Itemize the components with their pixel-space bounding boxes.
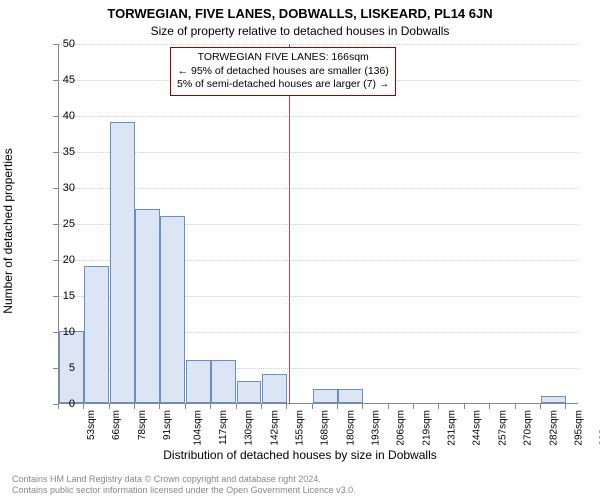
histogram-bar xyxy=(338,389,363,403)
x-tick-label: 66sqm xyxy=(111,410,122,440)
x-tick-label: 78sqm xyxy=(137,410,148,440)
x-tick-mark xyxy=(210,404,211,409)
x-tick-mark xyxy=(540,404,541,409)
x-tick-label: 219sqm xyxy=(421,410,432,446)
footer-attribution: Contains HM Land Registry data © Crown c… xyxy=(12,474,356,496)
y-axis-label-text: Number of detached properties xyxy=(1,148,15,313)
chart-plot-area xyxy=(58,44,578,404)
y-tick-label: 35 xyxy=(45,146,75,158)
histogram-bar xyxy=(160,216,185,403)
footer-line2: Contains public sector information licen… xyxy=(12,485,356,496)
x-tick-mark xyxy=(438,404,439,409)
x-tick-label: 193sqm xyxy=(371,410,382,446)
y-tick-mark xyxy=(53,332,58,333)
y-tick-mark xyxy=(53,260,58,261)
x-tick-mark xyxy=(362,404,363,409)
chart-title-main: TORWEGIAN, FIVE LANES, DOBWALLS, LISKEAR… xyxy=(0,6,600,21)
histogram-bar xyxy=(237,381,262,403)
x-tick-label: 142sqm xyxy=(269,410,280,446)
y-tick-label: 45 xyxy=(45,74,75,86)
y-tick-mark xyxy=(53,224,58,225)
y-tick-label: 30 xyxy=(45,182,75,194)
histogram-bar xyxy=(110,122,135,403)
x-tick-mark xyxy=(413,404,414,409)
y-tick-label: 0 xyxy=(45,398,75,410)
y-axis-label: Number of detached properties xyxy=(1,66,15,231)
x-tick-mark xyxy=(464,404,465,409)
histogram-bar xyxy=(541,396,566,403)
histogram-bar xyxy=(262,374,287,403)
x-tick-mark xyxy=(388,404,389,409)
reference-marker-line xyxy=(289,44,290,404)
x-tick-mark xyxy=(312,404,313,409)
x-tick-label: 257sqm xyxy=(497,410,508,446)
y-tick-label: 25 xyxy=(45,218,75,230)
footer-line1: Contains HM Land Registry data © Crown c… xyxy=(12,474,356,485)
x-axis-label: Distribution of detached houses by size … xyxy=(0,448,600,462)
x-tick-mark xyxy=(185,404,186,409)
chart-title-sub: Size of property relative to detached ho… xyxy=(0,24,600,38)
x-tick-mark xyxy=(489,404,490,409)
x-tick-mark xyxy=(236,404,237,409)
x-tick-label: 168sqm xyxy=(320,410,331,446)
x-tick-mark xyxy=(58,404,59,409)
x-tick-label: 130sqm xyxy=(244,410,255,446)
x-tick-label: 206sqm xyxy=(396,410,407,446)
y-tick-label: 5 xyxy=(45,362,75,374)
y-tick-mark xyxy=(53,152,58,153)
x-tick-label: 91sqm xyxy=(162,410,173,440)
histogram-bar xyxy=(211,360,236,403)
x-tick-label: 155sqm xyxy=(295,410,306,446)
x-tick-mark xyxy=(286,404,287,409)
y-tick-mark xyxy=(53,188,58,189)
x-tick-label: 282sqm xyxy=(548,410,559,446)
x-tick-label: 295sqm xyxy=(574,410,585,446)
histogram-bar xyxy=(84,266,109,403)
y-tick-mark xyxy=(53,368,58,369)
x-tick-mark xyxy=(565,404,566,409)
grid-line xyxy=(59,116,578,117)
annotation-line2: ← 95% of detached houses are smaller (13… xyxy=(177,65,389,79)
y-tick-label: 50 xyxy=(45,38,75,50)
histogram-bar xyxy=(313,389,338,403)
x-tick-label: 244sqm xyxy=(472,410,483,446)
x-tick-label: 104sqm xyxy=(193,410,204,446)
y-tick-mark xyxy=(53,116,58,117)
x-tick-mark xyxy=(134,404,135,409)
x-tick-mark xyxy=(261,404,262,409)
y-tick-mark xyxy=(53,296,58,297)
y-tick-label: 10 xyxy=(45,326,75,338)
annotation-line3: 5% of semi-detached houses are larger (7… xyxy=(177,78,389,92)
x-tick-mark xyxy=(337,404,338,409)
x-tick-label: 53sqm xyxy=(86,410,97,440)
y-tick-label: 15 xyxy=(45,290,75,302)
histogram-bar xyxy=(186,360,211,403)
annotation-box: TORWEGIAN FIVE LANES: 166sqm← 95% of det… xyxy=(170,47,396,96)
x-tick-mark xyxy=(515,404,516,409)
y-tick-label: 20 xyxy=(45,254,75,266)
x-tick-mark xyxy=(109,404,110,409)
y-tick-mark xyxy=(53,44,58,45)
grid-line xyxy=(59,188,578,189)
x-tick-mark xyxy=(83,404,84,409)
x-tick-mark xyxy=(159,404,160,409)
grid-line xyxy=(59,44,578,45)
grid-line xyxy=(59,152,578,153)
y-tick-label: 40 xyxy=(45,110,75,122)
x-tick-label: 180sqm xyxy=(345,410,356,446)
x-tick-label: 117sqm xyxy=(218,410,229,445)
x-tick-label: 270sqm xyxy=(523,410,534,446)
y-tick-mark xyxy=(53,80,58,81)
annotation-line1: TORWEGIAN FIVE LANES: 166sqm xyxy=(177,51,389,65)
histogram-bar xyxy=(135,209,160,403)
x-tick-label: 231sqm xyxy=(447,410,458,446)
